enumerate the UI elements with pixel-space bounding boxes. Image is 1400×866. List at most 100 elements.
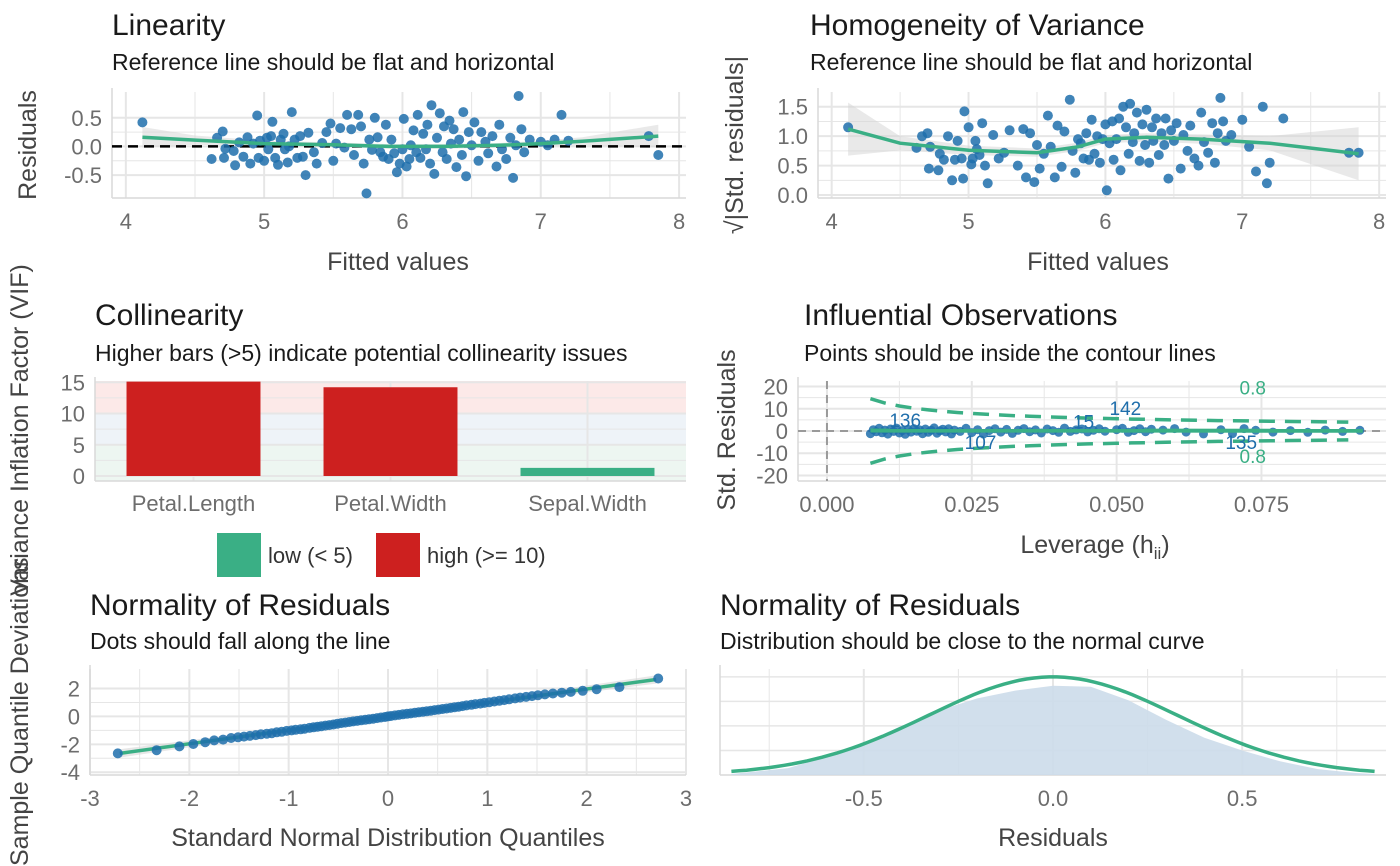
data-point bbox=[1123, 148, 1134, 159]
x-tick-label: 0.075 bbox=[1234, 492, 1289, 517]
data-point bbox=[923, 163, 934, 174]
data-point bbox=[1261, 178, 1272, 189]
data-point bbox=[1196, 107, 1207, 118]
data-point bbox=[218, 734, 229, 745]
data-point bbox=[1012, 160, 1023, 171]
x-tick-label: Petal.Width bbox=[334, 491, 447, 516]
y-tick-label: -2 bbox=[60, 732, 80, 757]
data-point bbox=[456, 150, 467, 160]
data-point bbox=[426, 100, 437, 111]
x-tick-label: 8 bbox=[673, 209, 685, 234]
data-point bbox=[412, 109, 423, 120]
bar-Sepal.Width bbox=[520, 467, 655, 476]
data-point bbox=[524, 134, 535, 145]
panel-subtitle: Distribution should be close to the norm… bbox=[720, 628, 1205, 654]
x-tick-label: -0.5 bbox=[845, 786, 883, 811]
data-point bbox=[220, 143, 231, 154]
data-point bbox=[297, 151, 308, 162]
data-point bbox=[1034, 163, 1045, 174]
data-point bbox=[933, 165, 944, 176]
data-point bbox=[1052, 120, 1063, 131]
data-point bbox=[303, 127, 314, 138]
y-tick-label: 0.0 bbox=[777, 183, 808, 208]
panel-linearity: 4 5 6 7 8 -0.5 0.0 0.5 Fitted values Residuals Lin… bbox=[14, 9, 686, 276]
x-tick-label: 7 bbox=[535, 209, 547, 234]
data-point bbox=[458, 107, 469, 118]
data-point bbox=[476, 127, 487, 138]
y-tick-label: 0 bbox=[68, 704, 80, 729]
data-point bbox=[137, 117, 148, 128]
data-point bbox=[1182, 145, 1193, 156]
data-point bbox=[1193, 160, 1204, 171]
data-point bbox=[1226, 130, 1237, 140]
x-tick-label: 8 bbox=[1373, 209, 1385, 234]
panel-homogeneity: 4 5 6 7 8 0.0 0.5 1.0 1.5 Fitted values √|Std. res… bbox=[721, 9, 1386, 276]
data-point bbox=[519, 147, 530, 158]
contour-label-upper: 0.8 bbox=[1240, 378, 1266, 399]
data-point bbox=[461, 171, 472, 182]
data-point bbox=[487, 131, 498, 142]
data-point bbox=[577, 685, 588, 696]
data-point bbox=[364, 134, 375, 145]
panel-influence: 0.8 0.8 136 15 142 107 135 0.000 0.025 0.050 0.075… bbox=[713, 299, 1386, 563]
data-point bbox=[1115, 165, 1126, 176]
data-point bbox=[230, 160, 241, 171]
data-point bbox=[1108, 154, 1119, 165]
x-tick-label: 4 bbox=[120, 209, 132, 234]
data-point bbox=[444, 115, 455, 126]
data-point bbox=[1070, 167, 1081, 178]
y-axis-label: Std. Residuals bbox=[713, 349, 741, 510]
panel-title: Collinearity bbox=[95, 299, 243, 332]
data-point bbox=[491, 161, 502, 172]
data-point bbox=[217, 126, 228, 137]
y-tick-label: 0.0 bbox=[71, 134, 102, 159]
data-point bbox=[429, 168, 440, 179]
x-axis-label-end: ) bbox=[1161, 531, 1169, 559]
point-label: 142 bbox=[1109, 399, 1141, 420]
bar-Petal.Length bbox=[126, 381, 261, 476]
data-point bbox=[1151, 113, 1162, 124]
data-point bbox=[1137, 119, 1148, 130]
y-tick-label: 15 bbox=[61, 370, 85, 395]
y-axis-label: √|Std. residuals| bbox=[721, 56, 749, 234]
data-point bbox=[1086, 114, 1097, 125]
data-point bbox=[1244, 141, 1255, 152]
legend-label-high: high (>= 10) bbox=[427, 543, 546, 568]
data-point bbox=[469, 117, 480, 128]
data-point bbox=[259, 155, 270, 166]
data-point bbox=[513, 91, 524, 101]
legend-label-low: low (< 5) bbox=[268, 543, 353, 568]
data-point bbox=[1203, 147, 1214, 158]
x-axis-label: Leverage (hii) bbox=[1020, 531, 1169, 563]
x-axis-label: Fitted values bbox=[1027, 248, 1169, 276]
smooth-line bbox=[142, 134, 659, 149]
data-point bbox=[311, 158, 322, 169]
data-point bbox=[1209, 157, 1220, 168]
data-point bbox=[1144, 157, 1155, 168]
data-point bbox=[958, 173, 969, 184]
data-point bbox=[1121, 122, 1131, 133]
data-point bbox=[1278, 113, 1289, 124]
data-point bbox=[286, 107, 297, 118]
data-point bbox=[547, 688, 558, 699]
data-point bbox=[653, 150, 664, 160]
contour-label-lower: 0.8 bbox=[1240, 447, 1266, 468]
data-point bbox=[508, 172, 519, 183]
data-point bbox=[947, 175, 958, 186]
point-label: 135 bbox=[1225, 433, 1257, 454]
data-point bbox=[308, 147, 319, 158]
x-tick-label: 5 bbox=[258, 209, 270, 234]
y-tick-label: -0.5 bbox=[64, 163, 102, 188]
x-tick-label: 2 bbox=[581, 786, 593, 811]
x-tick-label: 0.025 bbox=[944, 492, 999, 517]
data-point bbox=[1004, 125, 1015, 136]
data-point bbox=[441, 154, 452, 164]
data-point bbox=[483, 148, 494, 159]
x-tick-label: 0 bbox=[382, 786, 394, 811]
panel-subtitle: Points should be inside the contour line… bbox=[804, 340, 1216, 366]
data-point bbox=[425, 158, 436, 169]
data-point bbox=[361, 188, 372, 199]
x-tick-label: -1 bbox=[279, 786, 299, 811]
data-point bbox=[1163, 173, 1174, 184]
